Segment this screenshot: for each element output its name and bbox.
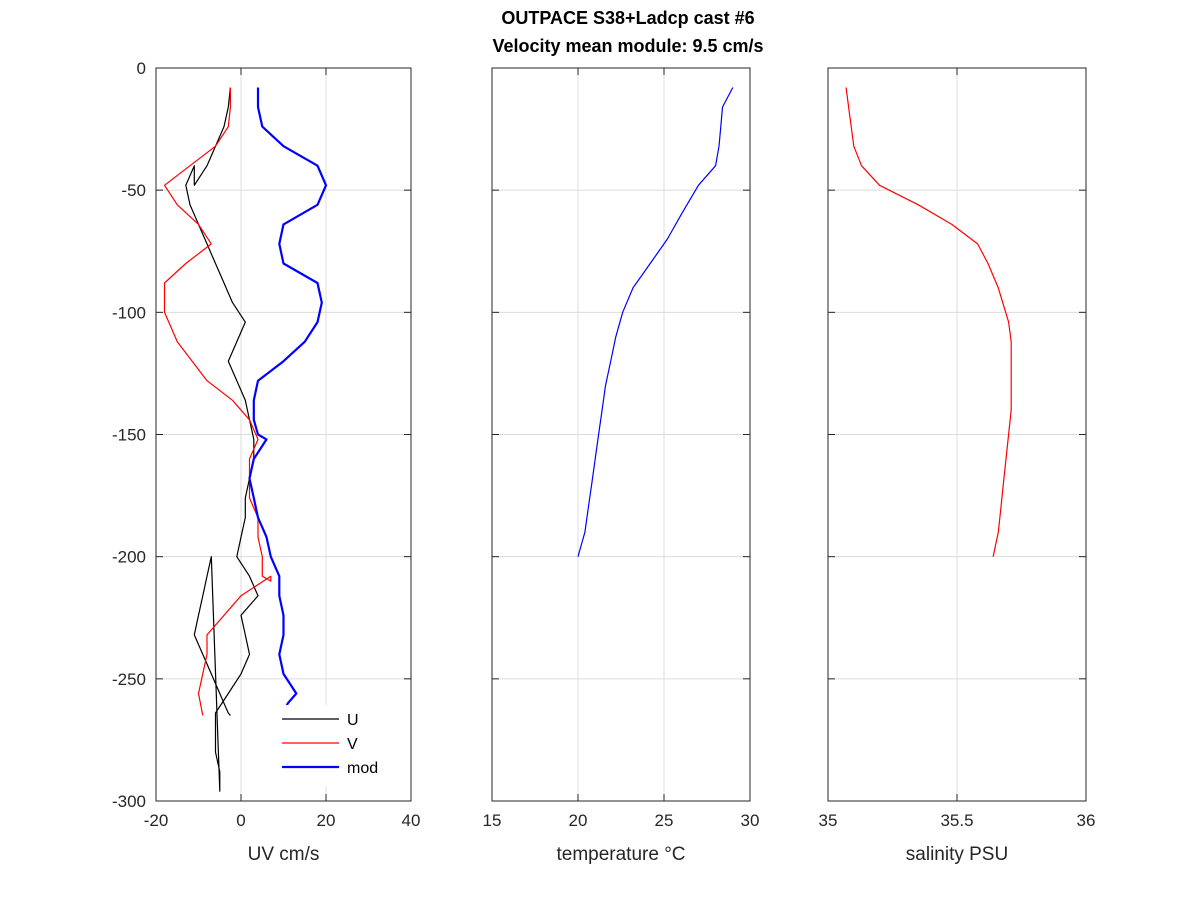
y-tick-label: -200 bbox=[112, 548, 146, 567]
x-tick-label: 20 bbox=[317, 811, 336, 830]
y-tick-label: -250 bbox=[112, 670, 146, 689]
x-tick-label: 25 bbox=[655, 811, 674, 830]
x-tick-label: 20 bbox=[569, 811, 588, 830]
x-tick-label: 35 bbox=[819, 811, 838, 830]
x-tick-label: 40 bbox=[402, 811, 421, 830]
legend-label-u: U bbox=[347, 712, 359, 729]
x-tick-label: 35.5 bbox=[940, 811, 973, 830]
x-tick-label: 30 bbox=[741, 811, 760, 830]
y-tick-label: 0 bbox=[137, 59, 146, 78]
y-tick-label: -50 bbox=[121, 181, 146, 200]
figure-title-line1: OUTPACE S38+Ladcp cast #6 bbox=[501, 8, 754, 28]
x-tick-label: 0 bbox=[236, 811, 245, 830]
x-tick-label: 36 bbox=[1077, 811, 1096, 830]
panel-2: 15 20 25 30 temperature °C bbox=[483, 67, 760, 865]
series-line-3 bbox=[845, 87, 1012, 557]
legend-label-mod: mod bbox=[347, 760, 378, 777]
x-tick-label: 15 bbox=[483, 811, 502, 830]
series-line-v bbox=[163, 87, 272, 716]
y-tick-label: -300 bbox=[112, 792, 146, 811]
legend-label-v: V bbox=[347, 736, 358, 753]
series-line-mod bbox=[248, 87, 328, 739]
figure-title-line2: Velocity mean module: 9.5 cm/s bbox=[492, 36, 763, 56]
panel-3: 35 35.5 36 salinity PSU bbox=[819, 67, 1096, 865]
y-tick-label: -100 bbox=[112, 303, 146, 322]
y-tick-label: -150 bbox=[112, 426, 146, 445]
x-axis-label: temperature °C bbox=[556, 844, 685, 865]
series-line-u bbox=[185, 87, 259, 792]
x-axis-label: UV cm/s bbox=[248, 844, 320, 865]
series-line-2 bbox=[577, 87, 734, 557]
x-tick-label: -20 bbox=[144, 811, 169, 830]
x-axis-label: salinity PSU bbox=[906, 844, 1008, 865]
